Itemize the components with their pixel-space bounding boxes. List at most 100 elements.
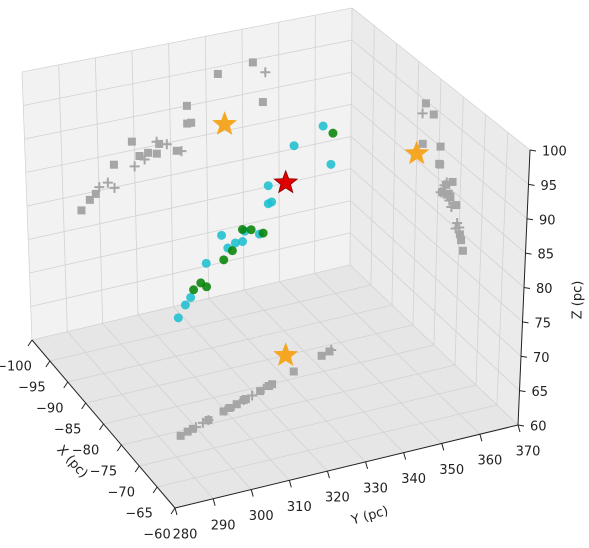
z-tick-label: 70 xyxy=(533,351,550,366)
point xyxy=(173,313,183,323)
point xyxy=(258,228,268,238)
x-tick-label: −80 xyxy=(72,444,99,459)
wall-projection xyxy=(436,142,445,151)
floor-projection xyxy=(247,390,258,401)
x-tick xyxy=(170,507,176,515)
axis-line xyxy=(174,424,519,509)
floor-projection xyxy=(326,344,337,355)
floor-projection xyxy=(176,431,185,440)
y-tick-label: 340 xyxy=(401,472,426,487)
floor-projection xyxy=(203,415,214,426)
point xyxy=(219,255,229,265)
point xyxy=(326,159,336,169)
wall-projection xyxy=(260,67,271,78)
z-tick-label: 95 xyxy=(541,179,558,194)
y-tick-label: 320 xyxy=(325,491,350,506)
z-tick xyxy=(520,355,528,358)
wall-projection xyxy=(417,108,428,119)
y-tick xyxy=(517,424,521,433)
wall-projection xyxy=(457,236,466,245)
floor-projection xyxy=(289,367,298,376)
grid-line xyxy=(30,232,351,307)
wall-projection xyxy=(452,201,461,210)
y-tick xyxy=(212,498,216,506)
point xyxy=(180,300,190,310)
grid-line xyxy=(25,103,352,173)
wall-projection xyxy=(77,206,86,215)
grid-line xyxy=(157,404,498,488)
wall-projection xyxy=(213,69,222,78)
floor-projection xyxy=(225,404,234,413)
point xyxy=(263,181,273,191)
grid-line xyxy=(314,273,481,435)
point xyxy=(273,169,299,194)
grid-line xyxy=(279,281,443,444)
floor-projection xyxy=(258,383,269,394)
y-tick xyxy=(326,470,330,479)
wall-projection xyxy=(109,182,120,193)
grid-line xyxy=(208,298,366,463)
wall-projection xyxy=(418,139,427,148)
y-tick xyxy=(288,480,292,488)
floor-projection xyxy=(325,347,334,356)
wall-projection xyxy=(85,195,94,204)
point xyxy=(201,258,211,268)
floor-projection xyxy=(197,417,208,428)
x-tick-label: −95 xyxy=(18,381,45,396)
grid-line xyxy=(350,104,526,254)
z-tick-label: 60 xyxy=(530,420,547,435)
y-tick xyxy=(479,434,483,442)
y-tick xyxy=(403,452,407,460)
floor-projection xyxy=(183,427,192,436)
floor-projection xyxy=(220,405,231,416)
z-tick xyxy=(517,424,525,427)
wall-projection xyxy=(161,139,172,150)
x-tick-label: −70 xyxy=(108,486,135,501)
point xyxy=(246,225,256,235)
floor-projection xyxy=(264,381,273,390)
grid-line xyxy=(349,232,520,391)
wall-projection xyxy=(248,58,257,67)
wall-projection xyxy=(94,182,105,193)
x-tick-label: −60 xyxy=(143,528,170,543)
floor-projection xyxy=(317,351,326,360)
grid-line xyxy=(31,264,351,341)
y-tick xyxy=(365,461,369,470)
y-tick-label: 360 xyxy=(477,454,502,469)
z-tick-label: 80 xyxy=(536,282,553,297)
wall-projection xyxy=(151,136,162,147)
wall-projection xyxy=(421,99,430,108)
grid-line xyxy=(350,136,525,288)
grid-line xyxy=(173,306,328,472)
y-tick-label: 280 xyxy=(173,528,198,543)
grid-line xyxy=(139,384,477,467)
grid-line xyxy=(137,314,290,481)
grid-line xyxy=(350,168,523,323)
grid-line xyxy=(102,323,252,490)
grid-line xyxy=(29,200,351,274)
x-tick xyxy=(45,360,51,368)
y-tick-label: 350 xyxy=(439,463,464,478)
y-tick xyxy=(174,507,178,516)
grid-line xyxy=(49,284,372,362)
z-tick xyxy=(522,321,529,324)
z-tick-label: 100 xyxy=(542,145,567,160)
wall-projection xyxy=(109,160,118,169)
wall-projection xyxy=(91,189,100,198)
x-tick-label: −85 xyxy=(54,423,81,438)
grid-line xyxy=(28,168,351,240)
floor-projection xyxy=(241,395,250,404)
point xyxy=(186,292,196,302)
grid-line xyxy=(21,7,353,73)
z-tick-label: 75 xyxy=(535,316,552,331)
wall-projection xyxy=(429,110,438,119)
wall-projection xyxy=(404,140,430,165)
floor-projection xyxy=(188,424,197,433)
point xyxy=(189,285,199,295)
x-tick xyxy=(152,486,158,494)
floor-projection xyxy=(232,400,241,409)
z-tick xyxy=(529,149,537,152)
floor-projection xyxy=(190,422,201,433)
x-tick-label: −65 xyxy=(125,507,152,522)
